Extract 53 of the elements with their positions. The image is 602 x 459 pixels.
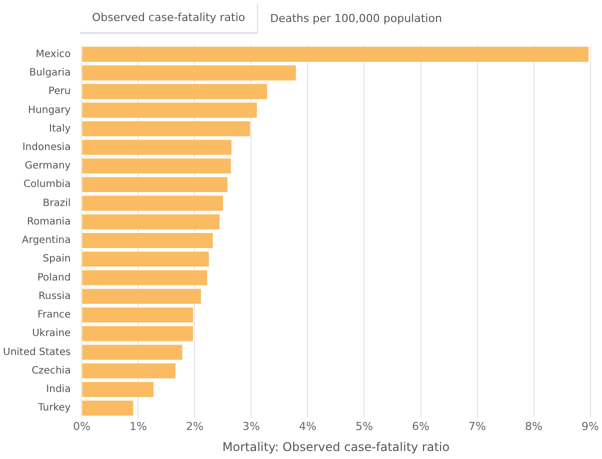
x-tick-label: 3%	[242, 420, 260, 433]
bar	[82, 177, 228, 192]
x-tick-label: 7%	[468, 420, 486, 433]
y-tick-label: Czechia	[32, 365, 71, 376]
bar	[82, 270, 208, 286]
y-tick-label: Peru	[48, 86, 71, 98]
bar	[82, 288, 201, 304]
bar	[82, 102, 257, 118]
y-tick-label: India	[46, 384, 71, 396]
x-axis-title: Mortality: Observed case-fatality ratio	[222, 440, 450, 454]
y-tick-label: Romania	[26, 216, 71, 228]
bar	[82, 158, 231, 174]
x-tick-label: 4%	[299, 420, 316, 433]
y-tick-label: United States	[2, 346, 71, 358]
text: Deaths per 100,000 population	[257, 4, 454, 32]
x-tick-label: 8%	[525, 420, 542, 433]
y-tick-label: Poland	[37, 272, 71, 284]
bar	[82, 307, 194, 323]
x-tick-label: 6%	[412, 420, 430, 433]
bar	[82, 400, 134, 416]
bar	[82, 46, 589, 62]
y-tick-label: Turkey	[37, 402, 71, 414]
bar	[82, 382, 154, 397]
bar	[82, 363, 176, 378]
y-tick-label: Columbia	[23, 179, 71, 190]
bar	[82, 344, 182, 360]
y-tick-label: Russia	[38, 290, 71, 302]
y-tick-label: Germany	[24, 160, 71, 172]
y-tick-label: Ukraine	[32, 328, 71, 340]
y-tick-label: Spain	[42, 254, 71, 265]
x-tick-label: 5%	[356, 420, 373, 433]
y-tick-label: Indonesia	[22, 142, 71, 154]
y-tick-label: Hungary	[28, 104, 71, 116]
bar	[82, 84, 268, 100]
y-tick-label: Italy	[49, 123, 71, 134]
x-tick-label: 1%	[129, 420, 147, 433]
y-tick-label: Bulgaria	[29, 68, 71, 79]
bar	[82, 65, 296, 80]
x-tick-label: 2%	[186, 420, 204, 433]
bar	[82, 121, 250, 136]
x-tick-label: 9%	[582, 420, 599, 433]
bar	[82, 232, 213, 248]
text: Observed case-fatality ratio	[80, 2, 258, 34]
x-tick-label: 0%	[72, 420, 90, 433]
bar	[82, 214, 220, 230]
y-tick-label: France	[37, 310, 71, 321]
y-tick-label: Argentina	[22, 235, 71, 246]
bar	[82, 196, 223, 211]
y-tick-label: Brazil	[42, 198, 71, 209]
y-tick-label: Mexico	[36, 48, 71, 60]
bar	[82, 140, 232, 155]
bar	[82, 252, 209, 267]
bar	[82, 326, 194, 342]
